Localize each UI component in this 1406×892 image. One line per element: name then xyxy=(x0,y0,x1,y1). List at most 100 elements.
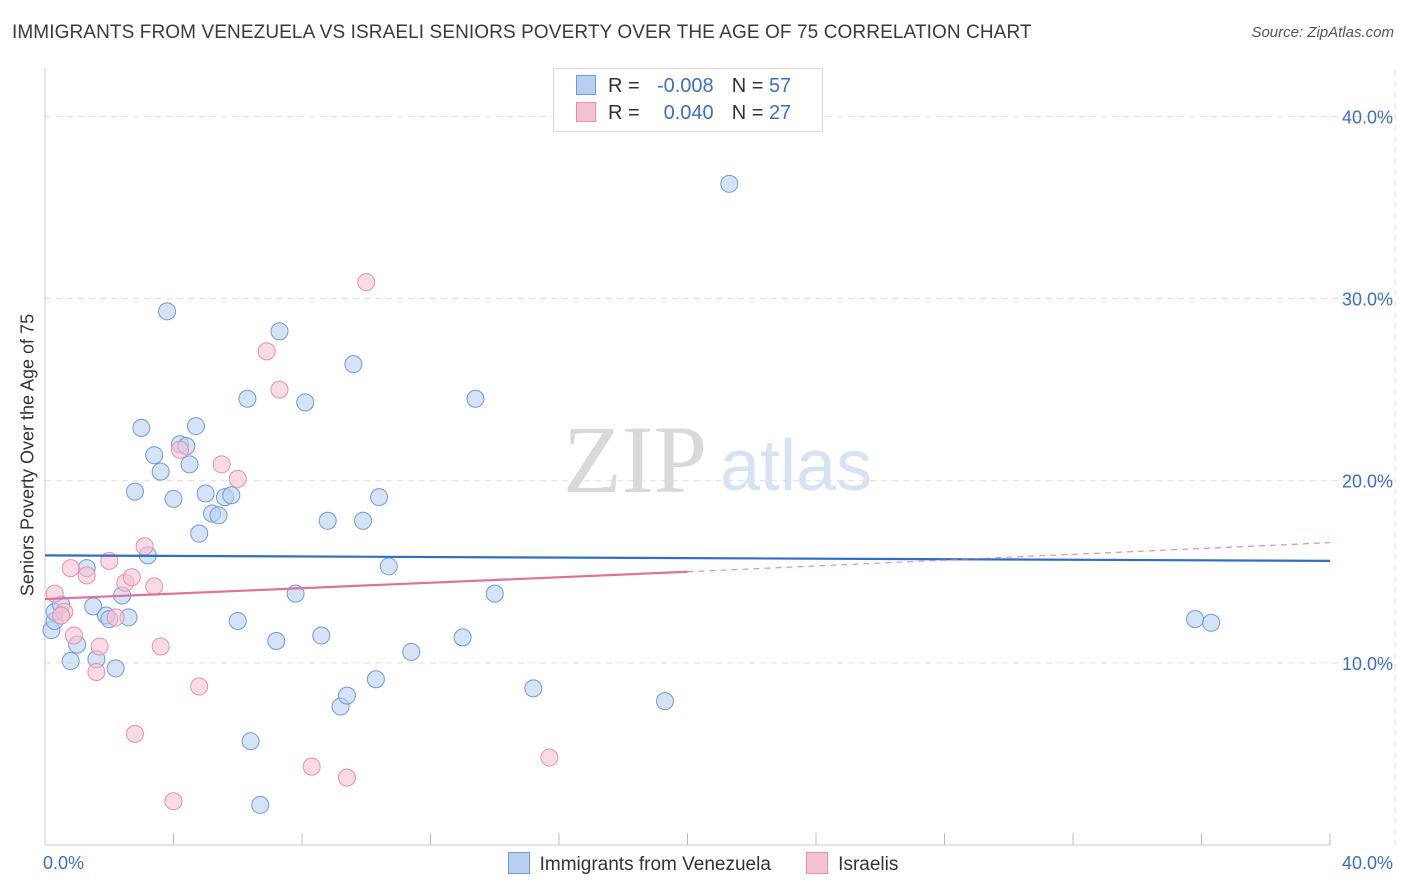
stats-row-venezuela: R = -0.008 N = 57 xyxy=(576,73,791,99)
trend-lines xyxy=(44,542,1331,601)
venezuela-point xyxy=(270,322,289,341)
r-label: R = xyxy=(608,102,640,124)
israelis-trend-extension xyxy=(687,542,1331,573)
venezuela-point xyxy=(370,488,389,507)
venezuela-point xyxy=(180,455,199,474)
series-legend: Immigrants from Venezuela Israelis xyxy=(0,852,1406,876)
source-label: Source: ZipAtlas.com xyxy=(1251,24,1394,41)
r-value-israelis: 0.040 xyxy=(663,102,714,124)
israelis-point xyxy=(122,568,141,587)
venezuela-point xyxy=(151,462,170,481)
israelis-point xyxy=(77,566,96,585)
israelis-point xyxy=(190,677,209,696)
israelis-point xyxy=(64,626,83,645)
venezuela-point xyxy=(132,418,151,437)
israelis-point xyxy=(302,757,321,776)
israelis-point xyxy=(164,792,183,811)
israelis-point xyxy=(90,637,109,656)
venezuela-point xyxy=(312,626,331,645)
israelis-point xyxy=(135,537,154,556)
venezuela-point xyxy=(222,486,241,505)
venezuela-point xyxy=(186,417,205,436)
venezuela-point xyxy=(296,393,315,412)
n-value-israelis: 27 xyxy=(768,102,792,124)
legend-item-venezuela[interactable]: Immigrants from Venezuela xyxy=(507,852,771,876)
venezuela-point xyxy=(366,670,385,689)
israelis-point xyxy=(257,342,276,361)
venezuela-point xyxy=(379,557,398,576)
israelis-swatch xyxy=(576,102,596,122)
watermark-zip: ZIP xyxy=(563,406,707,513)
stats-legend: R = -0.008 N = 57 R = 0.040 N = 27 xyxy=(553,68,823,132)
venezuela-point xyxy=(720,174,739,193)
r-label: R = xyxy=(608,75,640,97)
legend-item-israelis[interactable]: Israelis xyxy=(806,852,898,876)
stats-row-israelis: R = 0.040 N = 27 xyxy=(576,100,791,126)
venezuela-swatch xyxy=(576,75,596,95)
israelis-point xyxy=(337,768,356,787)
venezuela-trend-line xyxy=(44,554,1331,562)
venezuela-point xyxy=(485,584,504,603)
israelis-point xyxy=(357,273,376,292)
venezuela-point xyxy=(524,679,543,698)
israelis-point xyxy=(106,608,125,627)
venezuela-point xyxy=(145,446,164,465)
venezuela-point xyxy=(318,511,337,530)
n-label: N = xyxy=(731,102,764,124)
venezuela-point xyxy=(125,482,144,501)
y-tick-label: 30.0% xyxy=(1342,290,1393,310)
israelis-point xyxy=(125,724,144,743)
venezuela-point xyxy=(466,389,485,408)
venezuela-point xyxy=(158,302,177,321)
venezuela-point xyxy=(354,511,373,530)
israelis-point xyxy=(145,577,164,596)
n-value-venezuela: 57 xyxy=(768,75,792,97)
n-label: N = xyxy=(731,75,764,97)
venezuela-point xyxy=(656,692,675,711)
venezuela-point xyxy=(1186,610,1205,629)
x-tick-label: 40.0% xyxy=(1342,853,1393,873)
legend-swatch-venezuela xyxy=(507,852,530,874)
israelis-point xyxy=(151,637,170,656)
tick-labels: 10.0% 20.0% 30.0% 40.0% 0.0% 40.0% xyxy=(43,107,1393,873)
y-tick-label: 10.0% xyxy=(1342,654,1393,674)
y-tick-label: 20.0% xyxy=(1342,472,1393,492)
israelis-point xyxy=(270,380,289,399)
watermark-atlas: atlas xyxy=(720,426,872,506)
israelis-point xyxy=(87,662,106,681)
venezuela-point xyxy=(238,389,257,408)
israelis-point xyxy=(212,455,231,474)
venezuela-point xyxy=(228,611,247,630)
venezuela-point xyxy=(164,489,183,508)
x-tick-label: 0.0% xyxy=(43,853,84,873)
venezuela-point xyxy=(251,795,270,814)
venezuela-point xyxy=(1202,613,1221,632)
axes xyxy=(44,68,1331,846)
israelis-point xyxy=(61,559,80,578)
legend-label-israelis: Israelis xyxy=(838,854,899,875)
venezuela-point xyxy=(209,506,228,525)
y-tick-label: 40.0% xyxy=(1342,107,1393,127)
venezuela-point xyxy=(267,632,286,650)
chart-title: IMMIGRANTS FROM VENEZUELA VS ISRAELI SEN… xyxy=(12,22,1032,43)
venezuela-point xyxy=(241,732,260,751)
israelis-trend-line xyxy=(44,570,688,601)
venezuela-point xyxy=(402,642,421,661)
legend-label-venezuela: Immigrants from Venezuela xyxy=(539,854,771,875)
venezuela-point xyxy=(337,686,356,705)
grid-lines xyxy=(45,70,1396,845)
venezuela-point xyxy=(190,524,209,543)
venezuela-point xyxy=(196,484,215,503)
legend-swatch-israelis xyxy=(806,852,829,874)
israelis-point xyxy=(228,469,247,488)
venezuela-point xyxy=(106,659,125,678)
venezuela-point xyxy=(61,652,80,671)
r-value-venezuela: -0.008 xyxy=(656,75,714,97)
israelis-point xyxy=(170,440,189,459)
data-points xyxy=(42,174,1221,814)
israelis-point xyxy=(52,606,71,625)
israelis-point xyxy=(540,748,559,767)
venezuela-point xyxy=(344,355,363,374)
venezuela-point xyxy=(453,628,472,647)
